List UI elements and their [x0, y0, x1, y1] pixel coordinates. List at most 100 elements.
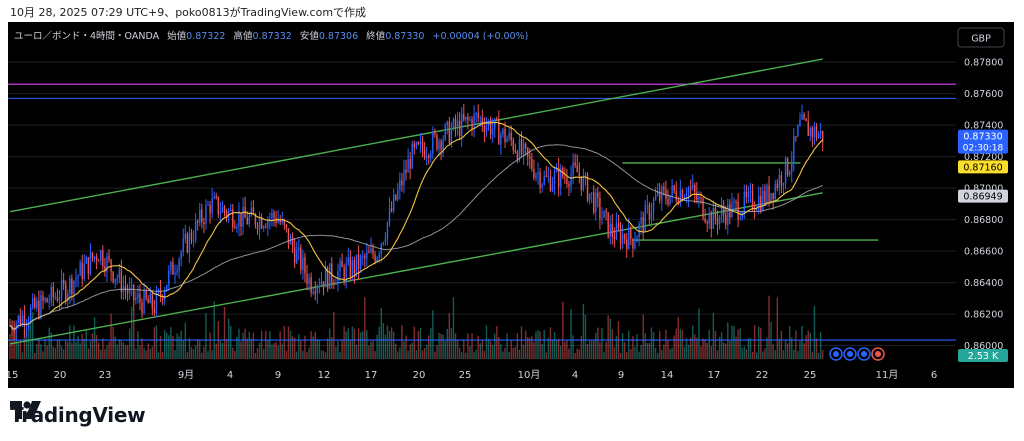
candle-body-48: [108, 256, 110, 260]
candle-body-130: [277, 219, 279, 223]
volume-bar-112: [240, 341, 242, 359]
candle-body-154: [326, 267, 329, 289]
price-chart[interactable]: ユーロ／ポンド・4時間・OANDA 始値0.87322 高値0.87332 安値…: [8, 22, 1014, 388]
candle-body-43: [97, 260, 100, 262]
candle-body-133: [283, 219, 286, 225]
volume-bar-246: [516, 333, 519, 359]
candle-body-28: [67, 293, 69, 301]
candle-body-278: [582, 175, 585, 190]
volume-bar-345: [720, 332, 723, 359]
candle-body-33: [77, 275, 79, 279]
candle-body-361: [753, 208, 756, 211]
candle-body-296: [619, 228, 622, 244]
volume-bar-89: [192, 348, 195, 359]
candle-body-257: [539, 172, 541, 188]
price-badge-0: 0.87330: [963, 132, 1002, 143]
volume-bar-275: [576, 348, 578, 359]
candle-body-118: [252, 207, 255, 215]
volume-bar-41: [93, 317, 96, 359]
candle-body-144: [306, 273, 308, 284]
volume-bar-49: [110, 313, 112, 359]
candle-body-323: [675, 190, 677, 201]
open-value: 0.87322: [186, 31, 225, 42]
volume-bar-65: [143, 347, 145, 359]
event-icon-3: [871, 347, 885, 361]
candle-body-335: [700, 196, 702, 199]
candle-body-125: [267, 219, 269, 228]
volume-bar-356: [743, 346, 745, 359]
change-value: +0.00004 (+0.00%): [433, 31, 529, 42]
candle-body-202: [425, 155, 428, 159]
candle-body-127: [271, 212, 273, 219]
volume-bar-280: [586, 344, 589, 359]
candle-body-321: [671, 185, 673, 195]
volume-bar-342: [714, 330, 717, 359]
candle-body-240: [504, 128, 506, 142]
volume-bar-51: [114, 336, 116, 359]
brand-logo[interactable]: TradingView: [10, 401, 146, 429]
candle-body-245: [514, 150, 517, 153]
volume-bars: [9, 295, 824, 359]
candle-body-214: [450, 128, 453, 143]
time-label-4: 4: [227, 370, 233, 381]
currency-badge[interactable]: GBP: [957, 27, 1005, 48]
volume-bar-119: [254, 352, 257, 359]
candle-body-6: [21, 315, 24, 326]
ma-slow-line: [9, 144, 823, 331]
candle-body-344: [718, 216, 721, 225]
volume-bar-184: [388, 331, 391, 359]
candle-body-119: [254, 214, 257, 225]
event-icon-2: [857, 347, 871, 361]
candle-body-243: [510, 132, 512, 141]
chart-frame[interactable]: ユーロ／ポンド・4時間・OANDA 始値0.87322 高値0.87332 安値…: [8, 22, 1014, 388]
volume-bar-277: [580, 335, 583, 359]
candle-body-150: [318, 286, 321, 288]
volume-bar-166: [351, 326, 354, 359]
candle-body-148: [314, 291, 316, 294]
volume-bar-321: [671, 347, 673, 359]
volume-bar-380: [793, 349, 795, 359]
candle-body-32: [75, 278, 77, 281]
volume-bar-379: [791, 337, 793, 359]
candle-body-39: [89, 252, 92, 274]
volume-bar-53: [118, 339, 121, 359]
candle-body-111: [238, 213, 240, 227]
volume-bar-117: [250, 338, 253, 359]
volume-bar-370: [772, 344, 774, 359]
volume-bar-20: [50, 332, 52, 359]
volume-bar-195: [411, 342, 413, 359]
candle-body-83: [180, 252, 182, 260]
candle-body-87: [188, 232, 191, 253]
volume-bar-289: [605, 341, 607, 359]
volume-bar-168: [355, 344, 358, 359]
price-tick-2: 0.87400: [964, 121, 1003, 132]
candle-body-184: [388, 208, 391, 223]
candle-body-196: [413, 143, 415, 148]
candle-body-270: [566, 177, 568, 185]
volume-bar-327: [683, 346, 686, 359]
candle-body-204: [430, 153, 432, 158]
volume-bar-265: [555, 340, 558, 359]
candle-body-363: [758, 196, 760, 210]
candle-body-108: [232, 209, 234, 228]
candle-body-96: [207, 205, 209, 207]
candle-body-291: [609, 223, 611, 237]
volume-bar-17: [44, 338, 46, 359]
volume-bar-35: [81, 334, 83, 359]
volume-bar-175: [370, 341, 372, 359]
price-badge-bg-2: [958, 189, 1008, 203]
candle-body-225: [473, 113, 475, 130]
candle-body-52: [116, 278, 118, 280]
candle-body-263: [551, 184, 554, 191]
volume-bar-198: [417, 331, 420, 359]
candle-body-373: [778, 175, 781, 188]
volume-bar-125: [267, 340, 269, 359]
candle-body-113: [242, 206, 244, 227]
candle-body-377: [786, 157, 789, 175]
candle-body-68: [149, 293, 151, 304]
volume-bar-296: [619, 352, 622, 359]
volume-bar-336: [702, 338, 704, 359]
candle-body-86: [186, 233, 189, 253]
candle-body-42: [95, 256, 98, 261]
candle-body-317: [663, 186, 665, 190]
